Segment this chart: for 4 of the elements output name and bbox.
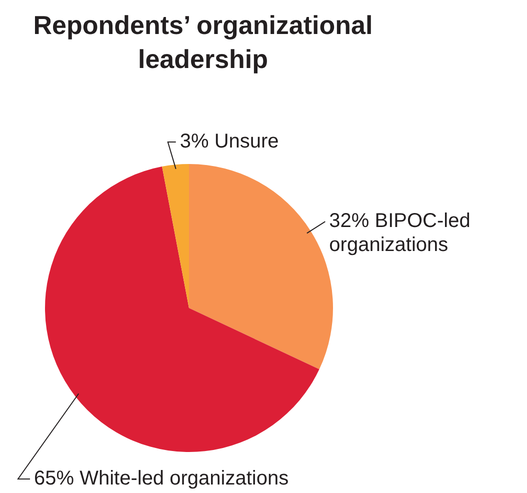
slice-label: 3% Unsure — [180, 130, 279, 153]
chart-title: Repondents’ organizational leadership — [32, 9, 374, 76]
slice-label: 65% White-led organizations — [34, 468, 289, 490]
slice-label: 32% BIPOC-led organizations — [329, 210, 470, 256]
